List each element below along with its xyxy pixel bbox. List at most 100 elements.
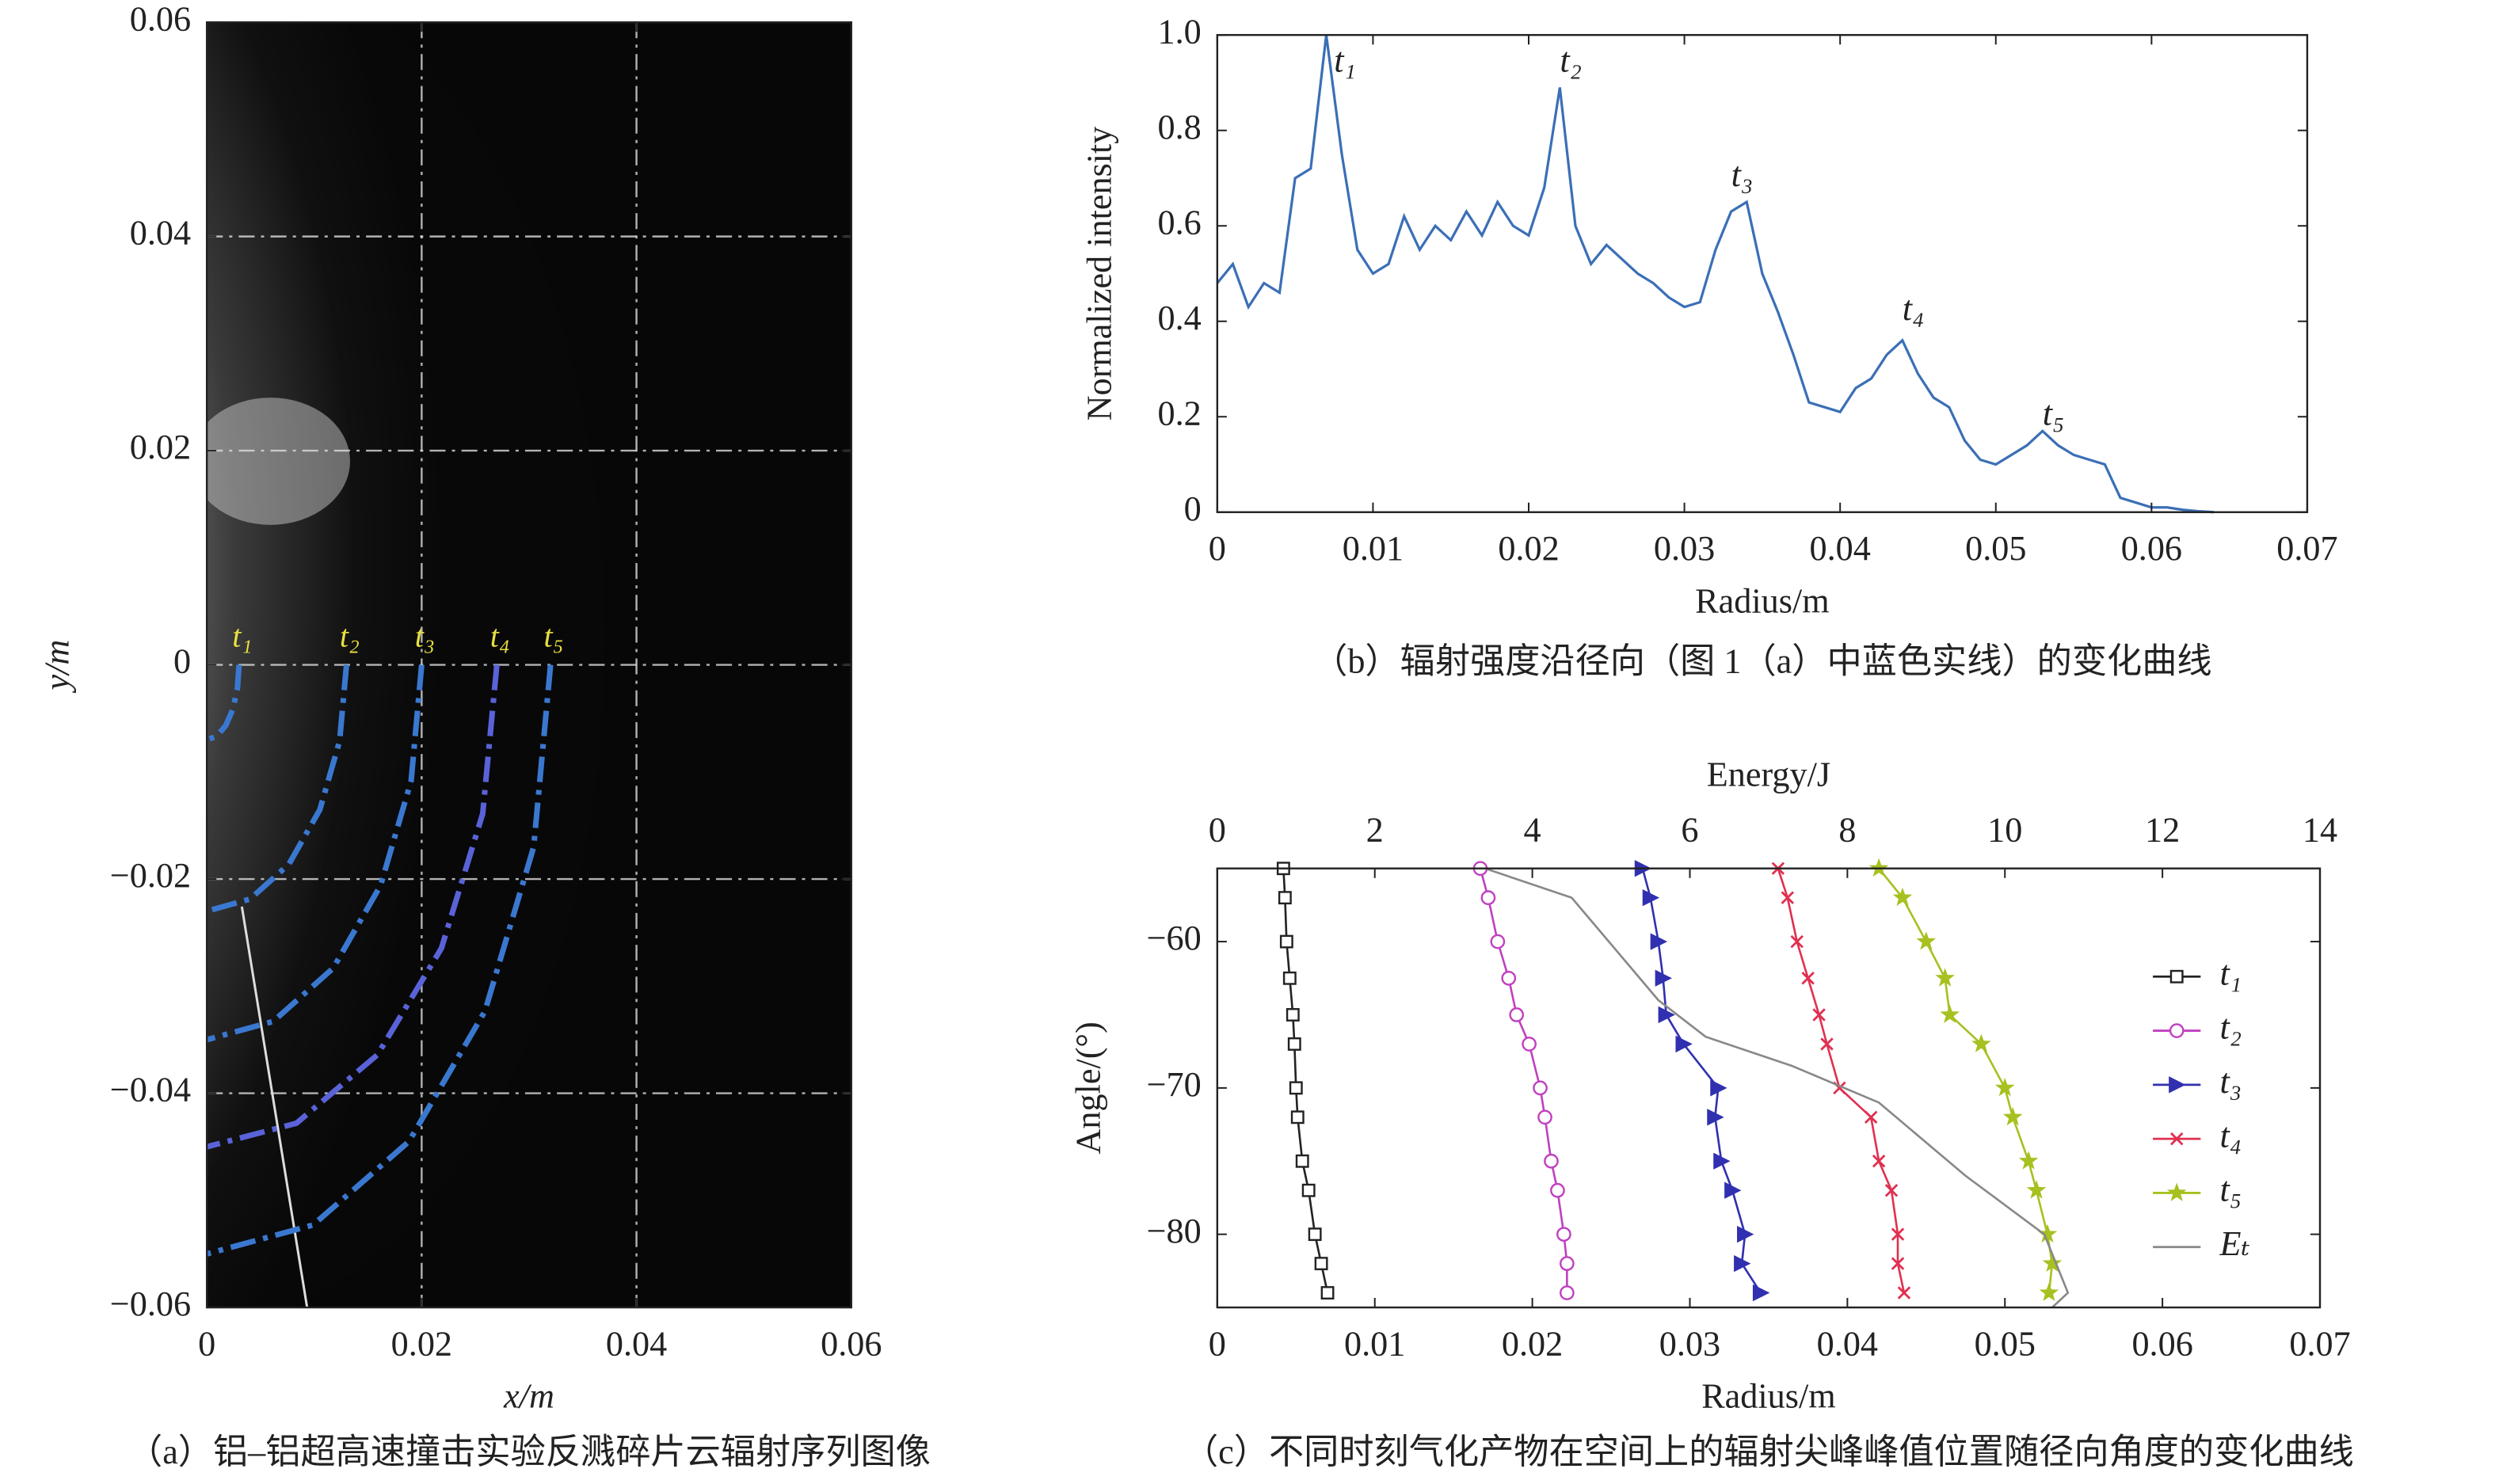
marker xyxy=(1544,1153,1559,1169)
x-axis-label: Radius/m xyxy=(1701,1377,1835,1416)
legend-label: t₄ xyxy=(2219,1116,2242,1155)
marker xyxy=(2018,1151,2039,1170)
caption: （c）不同时刻气化产物在空间上的辐射尖峰峰值位置随径向角度的变化曲线 xyxy=(1183,1433,2354,1471)
series-line xyxy=(206,664,349,915)
annotation: t₄ xyxy=(1903,289,1925,328)
y-tick-label: −0.04 xyxy=(110,1071,191,1109)
marker xyxy=(1994,1077,2015,1097)
marker xyxy=(1522,1037,1537,1052)
x-tick-label: 0.05 xyxy=(1965,529,2026,568)
x2-axis-label: Energy/J xyxy=(1707,755,1830,793)
marker xyxy=(2042,1253,2063,1273)
marker xyxy=(1820,1037,1834,1051)
y-tick-label: 0.04 xyxy=(130,214,191,253)
plot-frame xyxy=(1216,33,2309,513)
marker xyxy=(1295,1154,1309,1168)
x-tick-label: 0 xyxy=(1209,1324,1226,1363)
marker xyxy=(1737,1225,1754,1243)
marker xyxy=(1533,1080,1548,1096)
y-tick-label: 1.0 xyxy=(1158,12,1202,51)
y-tick-label: 0.02 xyxy=(130,428,191,466)
marker xyxy=(2002,1106,2023,1126)
marker xyxy=(2166,1182,2187,1201)
marker xyxy=(1287,1037,1301,1051)
marker xyxy=(1891,1227,1905,1241)
marker xyxy=(1642,888,1660,907)
y-axis-label: Normalized intensity xyxy=(1080,127,1118,421)
legend-label: t₃ xyxy=(2219,1062,2242,1101)
marker xyxy=(1650,933,1667,950)
marker xyxy=(1884,1183,1899,1197)
x2-tick-label: 12 xyxy=(2145,811,2180,850)
x-tick-label: 0.07 xyxy=(2289,1324,2350,1363)
marker xyxy=(1940,1004,1960,1023)
x-tick-label: 0.05 xyxy=(1975,1324,2036,1363)
marker xyxy=(1897,1286,1911,1299)
y-tick-label: −60 xyxy=(1147,919,1202,957)
y-tick-label: 0.4 xyxy=(1158,299,1202,337)
marker xyxy=(1864,1110,1878,1124)
series-label: t₄ xyxy=(490,618,510,654)
panel: t₁ t₂ t₃ t₄ t₅ 0 0.01 0.02 0.03 0.04 0.05 0.06 0.07 0… xyxy=(1080,12,2337,680)
y-tick-label: 0.8 xyxy=(1158,108,1202,146)
marker xyxy=(1658,1006,1675,1024)
x2-tick-label: 2 xyxy=(1366,811,1384,850)
x-tick-label: 0.02 xyxy=(1502,1324,1563,1363)
series-label: t₁ xyxy=(232,618,252,654)
y-tick-label: 0.6 xyxy=(1158,203,1202,242)
x-tick-label: 0.02 xyxy=(391,1324,452,1363)
marker xyxy=(1935,968,1955,987)
x-tick-label: 0.04 xyxy=(606,1324,667,1363)
y-axis-label: Angle/(°) xyxy=(1068,1022,1107,1154)
x-tick-label: 0.07 xyxy=(2276,529,2337,568)
x-tick-label: 0 xyxy=(198,1324,215,1363)
marker xyxy=(1710,1079,1727,1097)
marker xyxy=(2026,1180,2047,1199)
marker xyxy=(1314,1257,1328,1271)
marker xyxy=(1308,1227,1322,1242)
series-label: t₅ xyxy=(544,618,564,654)
marker xyxy=(1891,1257,1905,1270)
plot-frame xyxy=(1216,867,2322,1309)
y-tick-label: 0.2 xyxy=(1158,394,1202,432)
y-tick-label: 0 xyxy=(173,642,191,681)
panel: 0 0.01 0.02 0.03 0.04 0.05 0.06 0.07 −80 −70 −60 0 2… xyxy=(1068,755,2354,1471)
annotation: t₃ xyxy=(1731,155,1754,194)
y-axis-label: y/m xyxy=(37,640,76,694)
x2-tick-label: 14 xyxy=(2303,811,2337,850)
x-tick-label: 0.02 xyxy=(1498,529,1559,568)
y-tick-label: 0.06 xyxy=(130,0,191,38)
x-tick-label: 0.03 xyxy=(1654,529,1715,568)
marker xyxy=(2039,1282,2059,1302)
x-tick-label: 0.04 xyxy=(1810,529,1871,568)
legend-label: t₅ xyxy=(2219,1170,2242,1209)
series-line xyxy=(206,664,425,1043)
x-axis-label: Radius/m xyxy=(1695,581,1829,620)
annotation: t₁ xyxy=(1334,40,1356,79)
x2-tick-label: 0 xyxy=(1209,811,1226,850)
marker xyxy=(1971,1033,1991,1052)
x-tick-label: 0 xyxy=(1209,529,1226,568)
marker xyxy=(2169,1023,2185,1038)
series-line xyxy=(1777,868,1906,1293)
marker xyxy=(1290,1110,1305,1124)
annotation: t₅ xyxy=(2043,394,2065,432)
marker xyxy=(1320,1286,1335,1300)
x-tick-label: 0.01 xyxy=(1343,529,1404,568)
x-tick-label: 0.01 xyxy=(1344,1324,1405,1363)
marker xyxy=(2169,969,2184,984)
marker xyxy=(1286,1008,1300,1022)
x-tick-label: 0.06 xyxy=(821,1324,882,1363)
marker xyxy=(1490,934,1506,949)
x2-tick-label: 10 xyxy=(1987,811,2022,850)
y-tick-label: −70 xyxy=(1147,1065,1202,1104)
series-line xyxy=(1484,867,2070,1309)
legend-label: t₂ xyxy=(2219,1008,2242,1047)
legend-label: Eₜ xyxy=(2219,1224,2249,1263)
y-tick-label: −80 xyxy=(1147,1212,1202,1250)
marker xyxy=(1713,1152,1731,1170)
marker xyxy=(1724,1181,1742,1199)
x2-tick-label: 8 xyxy=(1838,811,1856,850)
